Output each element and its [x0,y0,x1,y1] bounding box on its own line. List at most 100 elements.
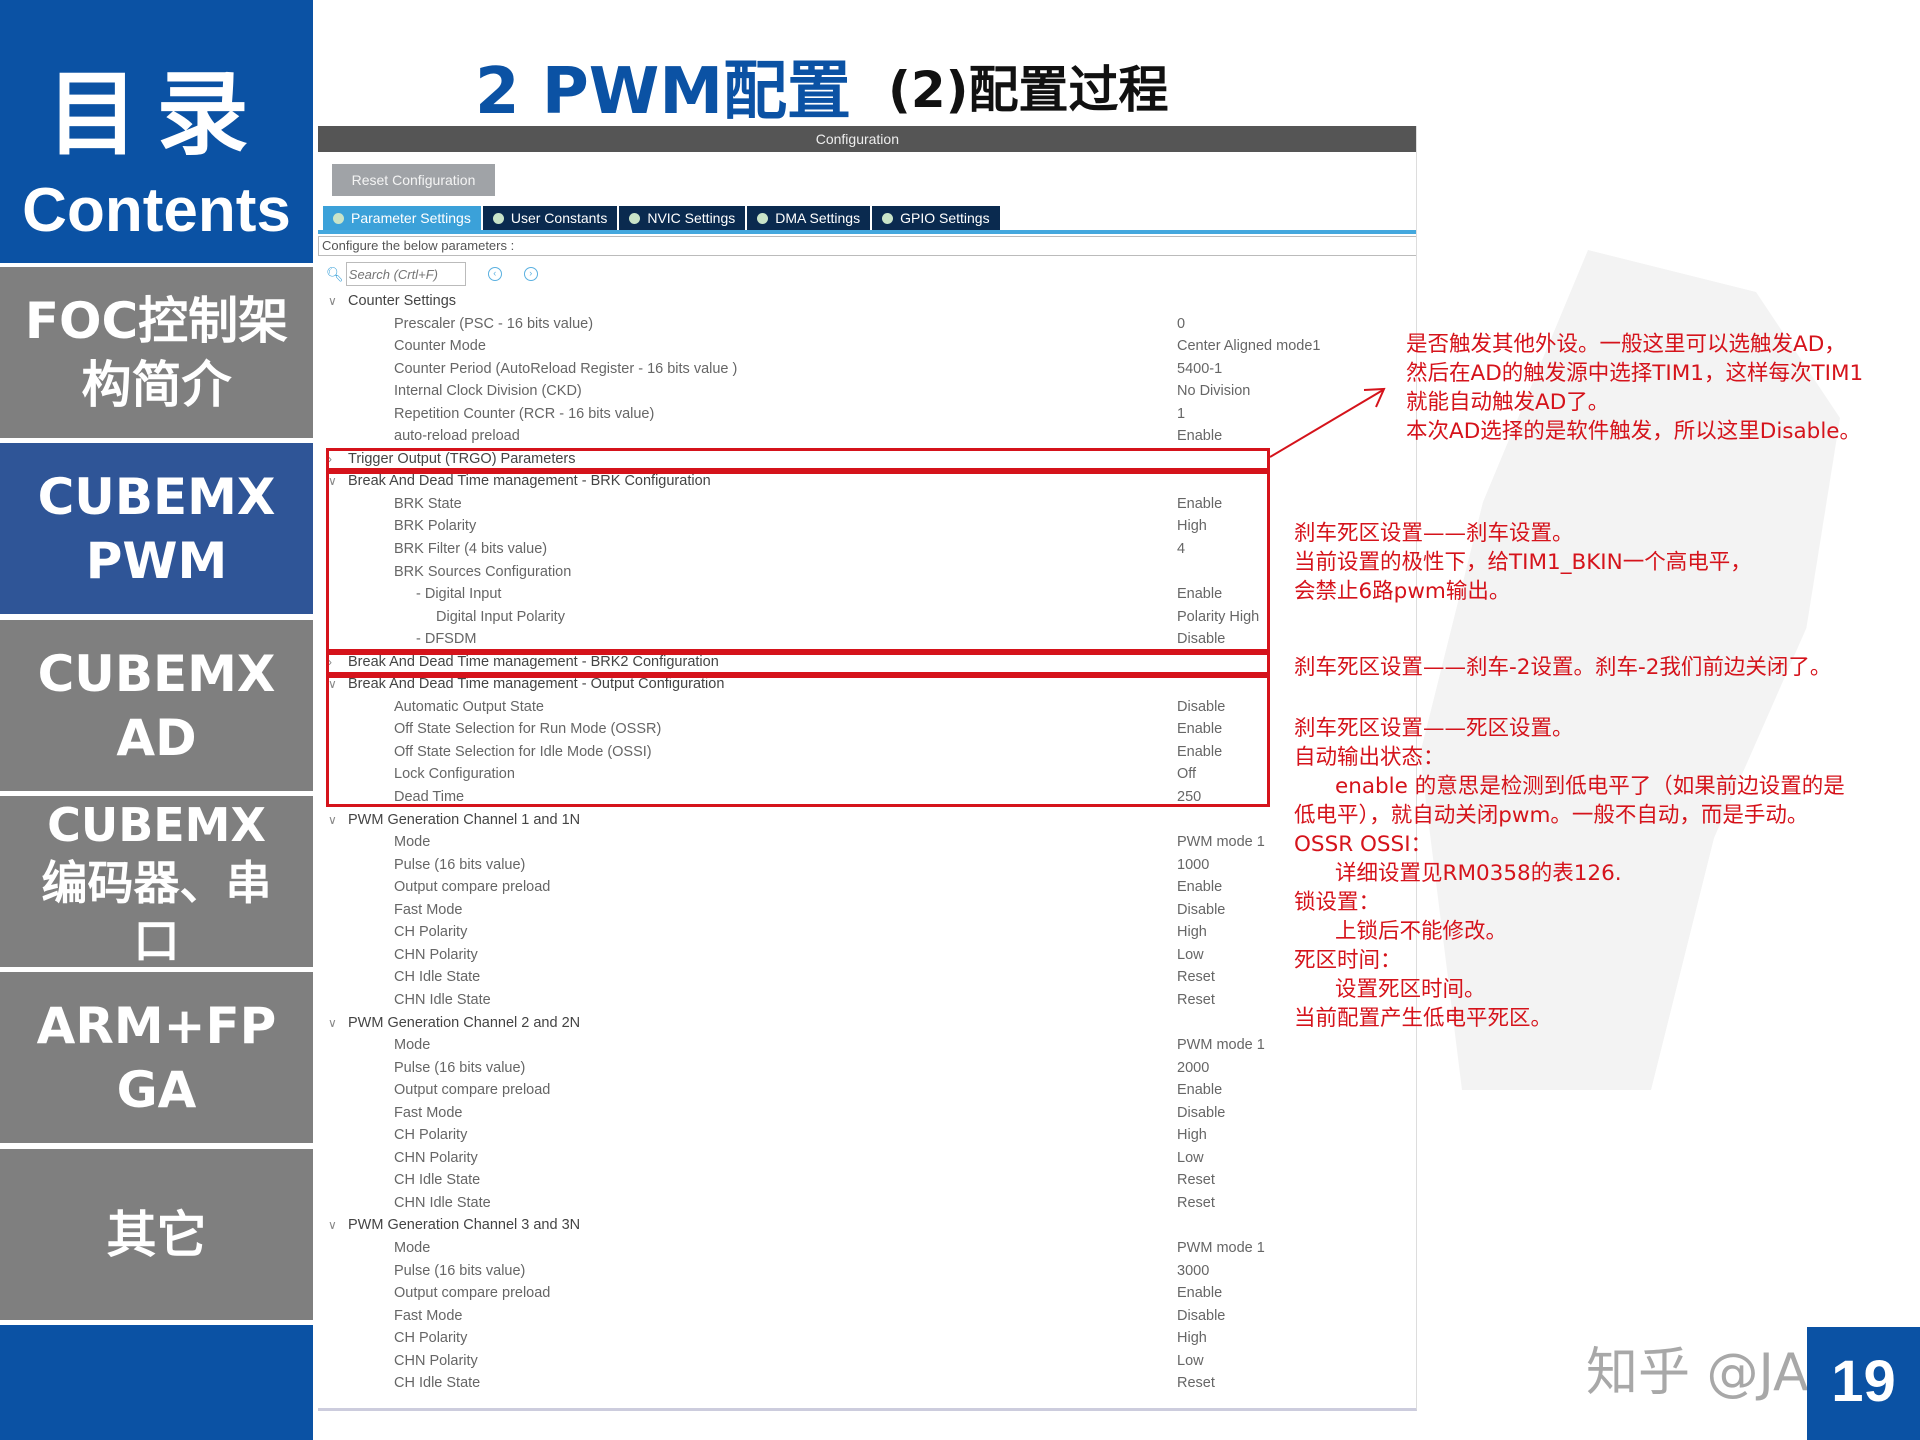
parameter-value[interactable]: 2000 [1177,1059,1210,1076]
parameter-value[interactable]: Reset [1177,969,1215,986]
chevron-right-icon[interactable]: › [328,451,332,466]
tree-row[interactable]: BRK State Enable [318,493,1416,516]
parameter-value[interactable]: Enable [1177,879,1223,896]
tree-row[interactable]: BRK Filter (4 bits value) 4 [318,538,1416,561]
parameter-value[interactable]: 250 [1177,789,1202,806]
tree-row[interactable]: BRK Polarity High [318,515,1416,538]
parameter-value[interactable]: Disable [1177,901,1226,918]
tab-parameter-settings[interactable]: Parameter Settings [323,206,481,230]
chevron-right-icon[interactable]: › [328,654,332,669]
tree-row[interactable]: Output compare preload Enable [318,876,1416,899]
tree-row[interactable]: Digital Input Polarity Polarity High [318,606,1416,629]
tree-row[interactable]: CH Polarity High [318,921,1416,944]
tree-row[interactable]: CH Polarity High [318,1124,1416,1147]
parameter-value[interactable]: Low [1177,946,1204,963]
tree-row[interactable]: BRK Sources Configuration [318,561,1416,584]
tree-row[interactable]: Counter Mode Center Aligned mode1 [318,335,1416,358]
tree-row[interactable]: Mode PWM mode 1 [318,831,1416,854]
parameter-value[interactable]: 1 [1177,405,1186,422]
parameter-value[interactable]: High [1177,518,1207,535]
tree-group[interactable]: › Trigger Output (TRGO) Parameters [318,448,1416,471]
tree-row[interactable]: Pulse (16 bits value) 3000 [318,1260,1416,1283]
tree-row[interactable]: Mode PWM mode 1 [318,1034,1416,1057]
parameter-value[interactable]: Low [1177,1352,1204,1369]
parameter-value[interactable]: Enable [1177,743,1223,760]
tree-row[interactable]: CHN Idle State Reset [318,989,1416,1012]
tree-row[interactable]: CH Idle State Reset [318,1169,1416,1192]
tree-row[interactable]: Off State Selection for Idle Mode (OSSI)… [318,741,1416,764]
tree-row[interactable]: Pulse (16 bits value) 2000 [318,1057,1416,1080]
parameter-value[interactable]: PWM mode 1 [1177,834,1265,851]
tree-row[interactable]: Fast Mode Disable [318,899,1416,922]
parameter-value[interactable]: 3000 [1177,1262,1210,1279]
tree-row[interactable]: auto-reload preload Enable [318,425,1416,448]
parameter-value[interactable]: Disable [1177,1307,1226,1324]
tree-row[interactable]: - DFSDM Disable [318,628,1416,651]
tree-row[interactable]: Lock Configuration Off [318,763,1416,786]
parameter-value[interactable]: PWM mode 1 [1177,1239,1265,1256]
chevron-down-icon[interactable]: ∨ [328,812,337,827]
tree-group[interactable]: ∨ PWM Generation Channel 1 and 1N [318,809,1416,832]
chevron-down-icon[interactable]: ∨ [328,1218,337,1233]
tree-row[interactable]: Internal Clock Division (CKD) No Division [318,380,1416,403]
chevron-down-icon[interactable]: ∨ [328,474,337,489]
tree-row[interactable]: Output compare preload Enable [318,1282,1416,1305]
next-result-icon[interactable]: › [523,267,538,281]
search-input[interactable] [345,262,466,286]
tree-row[interactable]: Dead Time 250 [318,786,1416,809]
tree-row[interactable]: Off State Selection for Run Mode (OSSR) E… [318,718,1416,741]
tree-group[interactable]: ∨ Counter Settings [318,290,1416,313]
sidebar-item-5[interactable]: ARM+FP GA [0,972,313,1143]
chevron-down-icon[interactable]: ∨ [328,677,337,692]
parameter-value[interactable]: Polarity High [1177,608,1260,625]
chevron-down-icon[interactable]: ∨ [328,294,337,308]
tree-group[interactable]: › Break And Dead Time management - BRK2 C… [318,651,1416,674]
tab-gpio-settings[interactable]: GPIO Settings [872,206,1000,230]
parameter-value[interactable]: High [1177,924,1207,941]
tree-group[interactable]: ∨ PWM Generation Channel 2 and 2N [318,1012,1416,1035]
tree-row[interactable]: Mode PWM mode 1 [318,1237,1416,1260]
parameter-value[interactable]: Disable [1177,1104,1226,1121]
tab-nvic-settings[interactable]: NVIC Settings [619,206,746,230]
parameter-value[interactable]: Enable [1177,721,1223,738]
parameter-value[interactable]: Center Aligned mode1 [1177,338,1321,355]
parameter-value[interactable]: High [1177,1330,1207,1347]
tree-row[interactable]: CH Idle State Reset [318,966,1416,989]
parameter-value[interactable]: PWM mode 1 [1177,1037,1265,1054]
parameter-value[interactable]: 0 [1177,315,1186,332]
tree-row[interactable]: CHN Polarity Low [318,1350,1416,1373]
tab-user-constants[interactable]: User Constants [482,206,618,230]
sidebar-item-6[interactable]: 其它 [0,1149,313,1320]
parameter-value[interactable]: High [1177,1127,1207,1144]
parameter-value[interactable]: Disable [1177,631,1226,648]
tree-row[interactable]: CH Idle State Reset [318,1372,1416,1395]
previous-result-icon[interactable]: ‹ [487,267,502,281]
parameter-value[interactable]: Enable [1177,428,1223,445]
parameter-value[interactable]: Disable [1177,698,1226,715]
reset-configuration-button[interactable]: Reset Configuration [332,164,495,196]
tree-row[interactable]: Fast Mode Disable [318,1102,1416,1125]
parameter-value[interactable]: Reset [1177,1194,1215,1211]
tree-group[interactable]: ∨ PWM Generation Channel 3 and 3N [318,1214,1416,1237]
tree-row[interactable]: CHN Polarity Low [318,944,1416,967]
tree-row[interactable]: CHN Polarity Low [318,1147,1416,1170]
tree-row[interactable]: Automatic Output State Disable [318,696,1416,719]
tree-row[interactable]: Output compare preload Enable [318,1079,1416,1102]
parameter-value[interactable]: Enable [1177,1285,1223,1302]
parameter-value[interactable]: Enable [1177,586,1223,603]
chevron-down-icon[interactable]: ∨ [328,1015,337,1030]
tree-row[interactable]: - Digital Input Enable [318,583,1416,606]
parameter-value[interactable]: Reset [1177,1375,1215,1392]
sidebar-item-3[interactable]: CUBEMX AD [0,620,313,791]
tree-row[interactable]: Prescaler (PSC - 16 bits value) 0 [318,313,1416,336]
tree-row[interactable]: CHN Idle State Reset [318,1192,1416,1215]
sidebar-item-4[interactable]: CUBEMX 编码器、串 口 [0,796,313,967]
tree-row[interactable]: Counter Period (AutoReload Register - 16… [318,358,1416,381]
sidebar-item-1[interactable]: FOC控制架 构简介 [0,267,313,438]
parameter-value[interactable]: 1000 [1177,856,1210,873]
parameter-value[interactable]: Enable [1177,495,1223,512]
parameter-value[interactable]: Reset [1177,991,1215,1008]
parameter-value[interactable]: Enable [1177,1082,1223,1099]
parameter-value[interactable]: No Division [1177,383,1251,400]
tab-dma-settings[interactable]: DMA Settings [747,206,871,230]
